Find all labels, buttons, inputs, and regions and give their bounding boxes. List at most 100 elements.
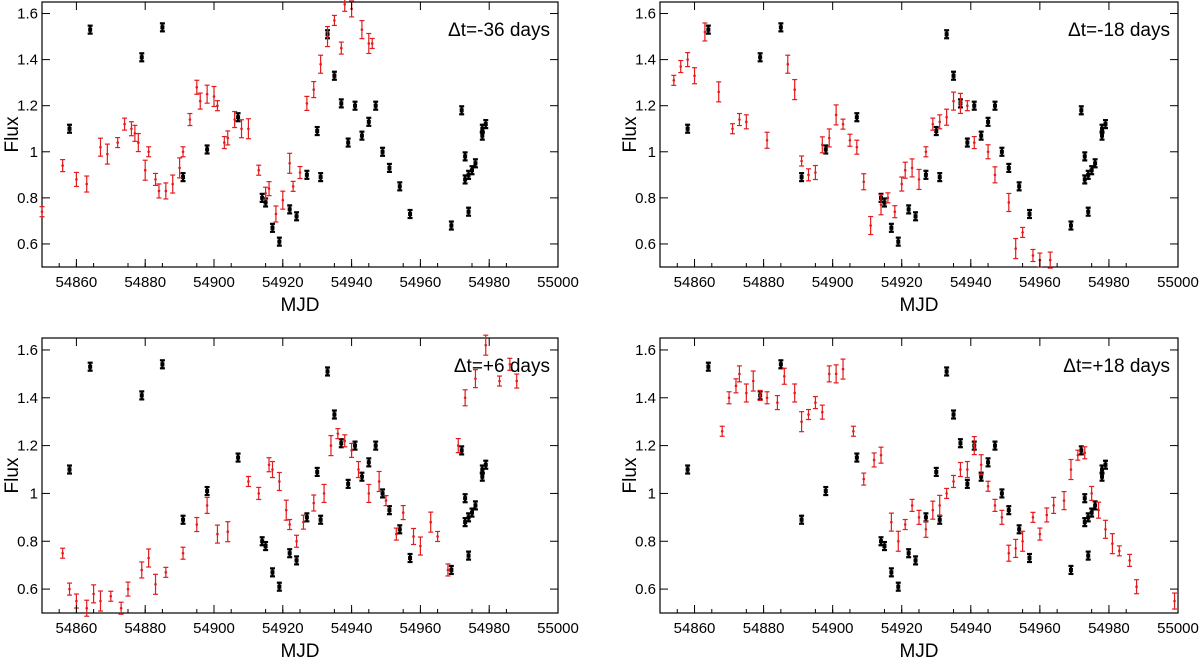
marker	[823, 489, 828, 494]
marker	[854, 115, 859, 120]
marker	[263, 200, 268, 205]
reference-point	[964, 478, 970, 489]
marker	[257, 492, 261, 495]
marker	[459, 448, 464, 453]
shifted-point	[743, 383, 749, 403]
marker	[353, 443, 358, 448]
marker	[703, 30, 707, 34]
shifted-point	[805, 168, 811, 182]
marker	[793, 391, 796, 395]
marker	[834, 113, 838, 117]
reference-point	[913, 211, 919, 222]
marker	[1100, 126, 1105, 131]
shifted-point	[957, 92, 963, 114]
marker	[923, 515, 928, 520]
shifted-point	[840, 118, 846, 130]
reference-point	[895, 236, 901, 247]
x-axis-label: MJD	[280, 641, 319, 662]
y-tick-label: 1.6	[17, 342, 38, 359]
marker	[959, 102, 962, 105]
marker	[972, 141, 976, 144]
reference-point	[951, 409, 957, 420]
x-tick-label: 54860	[56, 620, 98, 637]
shifted-point	[180, 146, 186, 158]
reference-point	[705, 24, 711, 35]
marker	[223, 141, 226, 144]
shifted-point	[417, 536, 423, 556]
x-tick-label: 54900	[193, 274, 235, 291]
x-tick-label: 54940	[950, 620, 992, 637]
marker	[862, 180, 866, 184]
marker	[160, 25, 165, 30]
y-tick-label: 1	[30, 485, 38, 502]
marker	[1031, 516, 1035, 519]
marker	[800, 420, 803, 423]
marker	[1082, 154, 1087, 159]
marker	[346, 481, 351, 486]
marker	[1086, 209, 1091, 214]
marker	[367, 492, 371, 495]
marker	[366, 119, 371, 124]
marker	[1086, 553, 1091, 558]
reference-point	[180, 514, 186, 525]
x-axis-label: MJD	[899, 641, 938, 662]
shifted-point	[125, 581, 131, 597]
reference-point	[933, 125, 939, 137]
marker	[1100, 474, 1105, 479]
shifted-point	[411, 527, 417, 546]
shifted-point	[132, 124, 138, 142]
shifted-point	[799, 411, 805, 433]
reference-point	[386, 162, 392, 174]
marker	[685, 467, 690, 472]
marker	[270, 570, 275, 575]
shifted-point	[964, 460, 970, 479]
y-tick-label: 0.8	[17, 190, 38, 207]
marker	[993, 504, 997, 507]
shifted-point	[1068, 458, 1074, 481]
marker	[1068, 567, 1073, 572]
shifted-point	[304, 95, 310, 111]
shifted-point	[273, 205, 279, 223]
shifted-point	[283, 499, 289, 521]
x-tick-label: 54980	[468, 274, 510, 291]
reference-point	[304, 512, 310, 523]
marker	[205, 489, 210, 494]
reference-point	[999, 146, 1005, 157]
shifted-point	[256, 164, 262, 176]
marker	[387, 508, 392, 513]
marker	[473, 503, 478, 508]
marker	[1076, 453, 1080, 457]
marker	[164, 189, 168, 193]
reference-point	[483, 119, 489, 130]
marker	[466, 553, 471, 558]
marker	[1021, 231, 1024, 234]
shifted-point	[937, 494, 943, 516]
marker	[318, 175, 323, 180]
reference-point	[944, 29, 950, 40]
marker	[264, 191, 267, 195]
marker	[188, 118, 192, 121]
marker	[459, 108, 464, 113]
shifted-point	[194, 79, 200, 95]
shifted-point	[287, 518, 293, 531]
y-tick-label: 1.4	[17, 390, 38, 407]
marker	[959, 468, 962, 471]
shifted-point	[1013, 538, 1019, 559]
reference-point	[407, 552, 413, 564]
reference-point	[978, 130, 984, 141]
marker	[287, 551, 292, 556]
marker	[910, 166, 914, 170]
marker	[287, 207, 292, 212]
marker	[931, 122, 935, 126]
marker	[357, 468, 360, 471]
marker	[247, 480, 250, 483]
reference-point	[204, 144, 210, 155]
y-tick-label: 1.4	[635, 390, 656, 407]
reference-point	[1068, 220, 1074, 231]
marker	[734, 384, 738, 388]
marker	[1111, 542, 1114, 545]
reference-point	[466, 206, 472, 217]
reference-point	[269, 222, 275, 233]
data-marks	[39, 0, 489, 247]
marker	[99, 599, 102, 603]
